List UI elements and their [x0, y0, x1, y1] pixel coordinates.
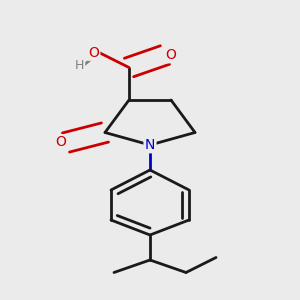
Text: O: O [55, 136, 66, 149]
Text: O: O [88, 46, 99, 59]
Text: H: H [75, 58, 84, 71]
Text: O: O [165, 48, 176, 62]
Text: N: N [145, 138, 155, 152]
